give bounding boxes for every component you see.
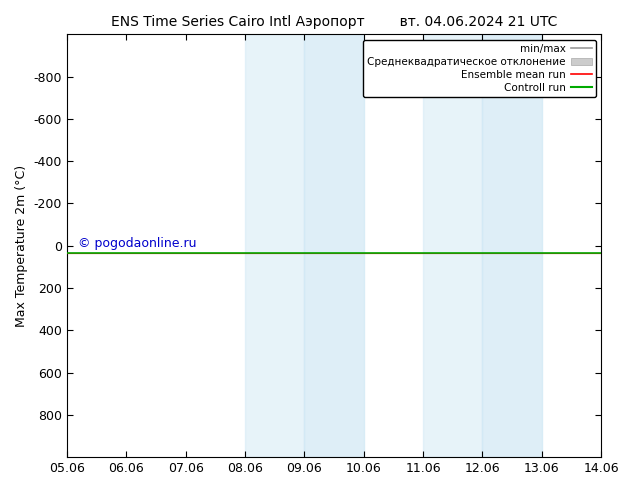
Text: © pogodaonline.ru: © pogodaonline.ru [77, 237, 196, 250]
Bar [423, 34, 482, 457]
Title: ENS Time Series Cairo Intl Аэропорт        вт. 04.06.2024 21 UTC: ENS Time Series Cairo Intl Аэропорт вт. … [111, 15, 557, 29]
Bar [245, 34, 304, 457]
Bar [304, 34, 364, 457]
Legend: min/max, Среднеквадратическое отклонение, Ensemble mean run, Controll run: min/max, Среднеквадратическое отклонение… [363, 40, 596, 97]
Y-axis label: Max Temperature 2m (°C): Max Temperature 2m (°C) [15, 165, 28, 327]
Bar [482, 34, 542, 457]
